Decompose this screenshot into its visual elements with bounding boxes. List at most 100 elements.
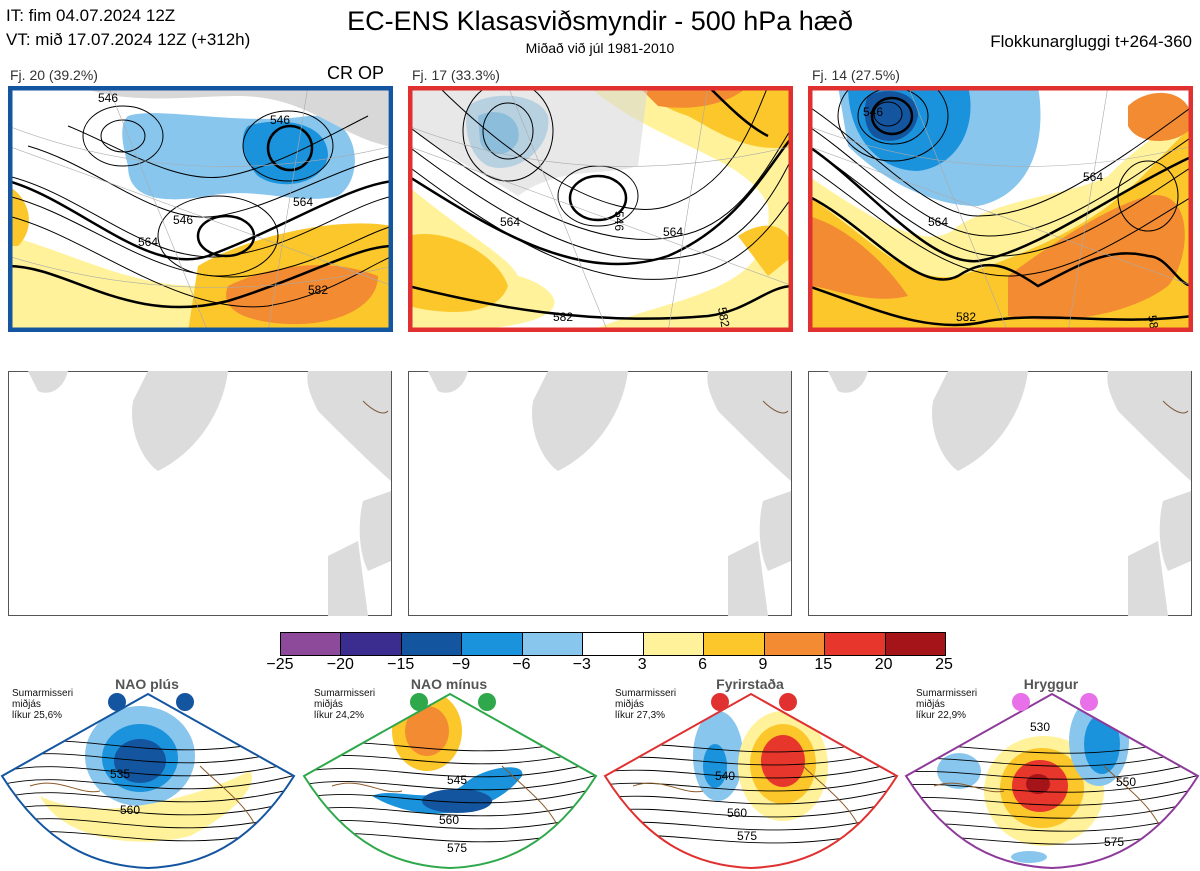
regime-name: Hryggur (1023, 676, 1079, 692)
regime-map: 545 560 575 (302, 692, 598, 870)
colorbar-tick-label: −25 (266, 656, 294, 673)
regime-dot-icon (1080, 693, 1098, 711)
regime-info-line: Sumarmisseri (12, 688, 74, 699)
regime-dot-icon (478, 693, 496, 711)
regime-info: Sumarmisseri miðjás líkur 25,6% (12, 688, 73, 721)
contour-label: 582 (956, 310, 976, 324)
valid-time: VT: mið 17.07.2024 12Z (+312h) (6, 30, 251, 49)
basemap-3 (808, 371, 1192, 616)
contour-label: 546 (173, 213, 193, 227)
colorbar-segment (400, 633, 462, 655)
regime-contour-label: 540 (715, 769, 735, 783)
colorbar-tick-label: 9 (758, 656, 768, 673)
regime-name: Fyrirstaða (716, 676, 784, 692)
regime-contour-label: 560 (727, 806, 747, 820)
init-time: IT: fim 04.07.2024 12Z (6, 6, 176, 25)
contour-label: 546 (863, 105, 883, 119)
regime-info-line: Sumarmisseri (314, 688, 376, 699)
regime-contour-label: 560 (439, 813, 459, 827)
contour-label: 546 (612, 211, 626, 231)
cluster-3-map: 546 564 564 582 582 (808, 86, 1193, 332)
colorbar-segment (703, 633, 764, 655)
colorbar-segment (521, 633, 583, 655)
colorbar-segment (281, 633, 341, 655)
regime-dot-icon (711, 693, 729, 711)
regime-info-line: líkur 25,6% (12, 710, 63, 721)
header-times: IT: fim 04.07.2024 12Z VT: mið 17.07.202… (6, 4, 250, 52)
colorbar-segment (824, 633, 885, 655)
regime-dot-icon (410, 693, 428, 711)
regime-panel-3: 540 560 575 Fyrirstaða Sumarmisseri miðjás lík… (603, 676, 899, 870)
basemap-2 (408, 371, 792, 616)
regime-panel-2: 545 560 575 NAO mínus Sumarmisseri miðjás líku… (302, 676, 598, 870)
cluster-1-label: Fj. 20 (39.2%) (10, 67, 98, 83)
regime-contour-label: 545 (447, 773, 467, 787)
regime-name: NAO mínus (410, 676, 488, 692)
regime-map: 540 560 575 (603, 692, 899, 870)
regime-info-line: líkur 27,3% (615, 710, 666, 721)
colorbar-tick-label: 20 (874, 656, 893, 673)
colorbar (280, 632, 946, 656)
contour-label: 564 (928, 215, 948, 229)
regime-map: 535 560 (0, 692, 296, 870)
colorbar-segment (884, 633, 945, 655)
regime-dot-icon (779, 693, 797, 711)
cluster-2-label: Fj. 17 (33.3%) (412, 67, 500, 83)
cluster-1-map: 546 546 564 582 564 546 (8, 86, 393, 332)
colorbar-tick-label: 25 (935, 656, 953, 673)
contour-label: 582 (715, 306, 732, 328)
page-title: EC-ENS Klasasviðsmyndir - 500 hPa hæð (347, 6, 853, 36)
contour-label: 564 (663, 225, 683, 239)
page-subtitle: Miðað við júl 1981-2010 (525, 40, 675, 56)
contour-label: 564 (500, 215, 520, 229)
regime-contour-label: 550 (1116, 775, 1136, 789)
regime-info: Sumarmisseri miðjás líkur 24,2% (314, 688, 375, 721)
regime-name: NAO plús (115, 676, 179, 692)
regime-info-line: miðjás (615, 699, 644, 710)
colorbar-tick-label: 6 (698, 656, 707, 673)
cluster-1-tag: CR OP (327, 63, 385, 83)
contour-label: 546 (270, 113, 290, 127)
contour-label: 564 (293, 195, 313, 209)
colorbar-segment (340, 633, 401, 655)
regime-info-line: miðjás (12, 699, 41, 710)
colorbar-tick-label: −9 (451, 656, 471, 673)
colorbar-ticks: −25 −20 −15 −9 −6 −3 3 6 9 15 20 25 (260, 656, 964, 676)
colorbar-segment (763, 633, 825, 655)
colorbar-segment (461, 633, 522, 655)
regime-info-line: Sumarmisseri (916, 688, 978, 699)
colorbar-tick-label: −6 (512, 656, 531, 673)
cluster-2-map: 546 564 564 582 582 (408, 86, 793, 332)
regime-info-line: líkur 22,9% (916, 710, 967, 721)
regime-contour-label: 535 (110, 767, 130, 781)
regime-info-line: Sumarmisseri (615, 688, 677, 699)
colorbar-segment (642, 633, 704, 655)
basemap-1 (8, 371, 392, 616)
regime-info-line: miðjás (916, 699, 945, 710)
regime-contour-label: 560 (120, 803, 140, 817)
regime-dot-icon (1012, 693, 1030, 711)
contour-label: 582 (308, 283, 328, 297)
colorbar-tick-label: −20 (326, 656, 354, 673)
colorbar-tick-label: −3 (572, 656, 591, 673)
colorbar-tick-label: 15 (814, 656, 833, 673)
regime-dot-icon (176, 693, 194, 711)
regime-map: 530 550 575 (904, 692, 1200, 870)
cluster-3-label: Fj. 14 (27.5%) (812, 67, 900, 83)
regime-info: Sumarmisseri miðjás líkur 22,9% (916, 688, 977, 721)
regime-contour-label: 575 (447, 841, 467, 855)
contour-label: 564 (1083, 170, 1103, 184)
regime-info-line: líkur 24,2% (314, 710, 365, 721)
regime-info: Sumarmisseri miðjás líkur 27,3% (615, 688, 676, 721)
regime-contour-label: 575 (737, 829, 757, 843)
regime-panel-4: 530 550 575 Hryggur Sumarmisseri miðjás líkur … (904, 676, 1200, 870)
colorbar-tick-label: −15 (387, 656, 415, 673)
contour-label: 582 (553, 310, 573, 324)
regime-contour-label: 575 (1104, 835, 1124, 849)
regime-contour-label: 530 (1030, 720, 1050, 734)
regime-dot-icon (108, 693, 126, 711)
contour-label: 564 (138, 235, 158, 249)
regime-panel-1: 535 560 NAO plús Sumarmisseri miðjás líkur 25… (0, 676, 296, 870)
colorbar-segment (582, 633, 643, 655)
regime-info-line: miðjás (314, 699, 343, 710)
